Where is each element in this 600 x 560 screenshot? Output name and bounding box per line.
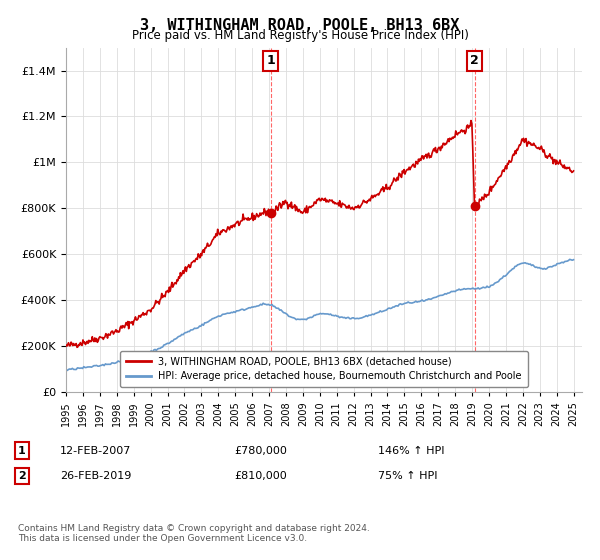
Legend: 3, WITHINGHAM ROAD, POOLE, BH13 6BX (detached house), HPI: Average price, detach: 3, WITHINGHAM ROAD, POOLE, BH13 6BX (det… [121, 351, 527, 387]
Text: 12-FEB-2007: 12-FEB-2007 [60, 446, 131, 456]
Text: £810,000: £810,000 [234, 471, 287, 481]
Text: Price paid vs. HM Land Registry's House Price Index (HPI): Price paid vs. HM Land Registry's House … [131, 29, 469, 42]
Text: 2: 2 [470, 54, 479, 68]
Text: £780,000: £780,000 [234, 446, 287, 456]
Text: Contains HM Land Registry data © Crown copyright and database right 2024.
This d: Contains HM Land Registry data © Crown c… [18, 524, 370, 543]
Text: 146% ↑ HPI: 146% ↑ HPI [378, 446, 445, 456]
Text: 75% ↑ HPI: 75% ↑ HPI [378, 471, 437, 481]
Text: 2: 2 [18, 471, 26, 481]
Text: 26-FEB-2019: 26-FEB-2019 [60, 471, 131, 481]
Text: 3, WITHINGHAM ROAD, POOLE, BH13 6BX: 3, WITHINGHAM ROAD, POOLE, BH13 6BX [140, 18, 460, 33]
Text: 1: 1 [266, 54, 275, 68]
Text: 1: 1 [18, 446, 26, 456]
